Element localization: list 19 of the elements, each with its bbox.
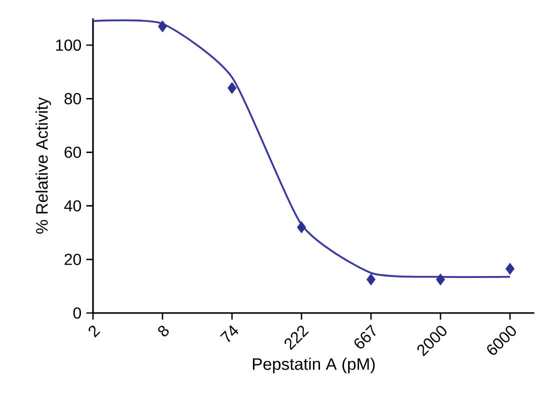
y-tick-label: 60 <box>64 146 82 158</box>
point <box>297 221 306 234</box>
x-tick-label: 222 <box>284 326 309 350</box>
point <box>506 262 514 275</box>
x-tick-label: 8 <box>158 326 169 336</box>
y-tick-label: 0 <box>73 307 82 319</box>
y-axis-title: % Relative Activity <box>36 97 52 234</box>
x-tick-label: 2 <box>88 326 100 338</box>
point <box>228 82 236 94</box>
y-tick-label: 100 <box>56 39 81 51</box>
point <box>436 274 445 286</box>
point <box>366 274 376 286</box>
point <box>158 20 167 32</box>
x-tick-label: 74 <box>220 325 238 342</box>
y-tick-label: 20 <box>64 254 82 266</box>
x-axis-title: Pepstatin A (pM) <box>252 358 375 374</box>
x-tick-label: 667 <box>354 324 376 349</box>
y-tick-label: 40 <box>64 200 82 212</box>
y-tick-label: 80 <box>64 93 82 104</box>
